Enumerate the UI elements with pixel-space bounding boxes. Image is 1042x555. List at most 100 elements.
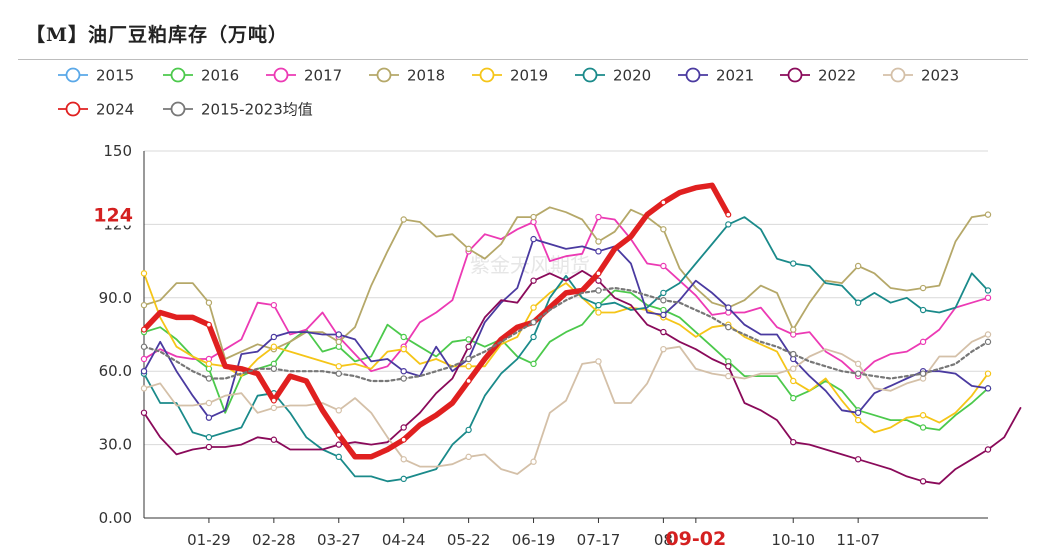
data-point [530,319,537,326]
series-line-2023 [143,333,989,475]
data-point [790,365,797,372]
data-point [270,404,278,412]
data-point [984,331,992,338]
data-point [141,326,148,333]
legend-swatch-marker [685,67,701,83]
legend-label: 2022 [818,67,856,85]
y-tick-label: 90.0 [99,289,132,307]
series-line-2017 [143,216,989,378]
series-lines [140,182,1022,485]
data-point [205,414,213,421]
data-point [790,326,797,333]
chart-title: 【M】油厂豆粕库存（万吨） [26,24,289,46]
highlight-value-bg [92,201,136,226]
highlight-value-label: 124 [93,205,133,227]
data-point [270,333,278,341]
data-point [984,211,992,218]
data-point [140,368,148,375]
y-tick-label: 0.00 [99,509,132,527]
legend-swatch-marker [65,67,81,83]
data-point [984,294,992,301]
data-point [725,372,732,380]
data-point [400,345,407,353]
legend-item-2015: 2015 [58,67,134,85]
data-point [335,331,342,338]
data-point [984,370,992,377]
data-point [270,436,278,443]
x-tick-label: 01-29 [187,531,231,549]
data-point [595,270,602,277]
legend-label: 2021 [716,67,754,85]
data-point [140,385,148,392]
data-point [530,360,537,368]
data-point [595,358,602,365]
data-point [270,343,278,350]
data-point [530,277,537,284]
data-point [595,309,602,316]
data-point [919,306,927,314]
axes: 0.0030.060.090.012015012401-2902-2803-27… [92,142,880,550]
legend-label: 2018 [407,67,445,85]
data-point [335,338,342,346]
data-point [919,412,927,419]
legend-item-2020: 2020 [575,67,651,85]
data-point [205,299,213,306]
data-point [400,456,407,463]
data-point [919,284,927,292]
series-line-2022 [143,269,1022,485]
y-tick-label: 60.0 [99,362,132,380]
data-point [465,363,472,370]
data-point [790,438,797,446]
data-point [400,333,407,341]
data-point [400,216,407,223]
x-tick-label: 08 [654,531,673,549]
data-point [595,238,602,245]
data-point [595,287,602,294]
data-point [790,260,797,267]
data-point [530,213,537,221]
x-tick-label: 03-27 [317,531,361,549]
legend-item-2018: 2018 [369,67,445,85]
x-tick-label: 04-24 [382,531,426,549]
data-point [660,311,667,319]
data-point [335,363,342,370]
legend-swatch-marker [170,101,186,117]
data-point [465,355,472,363]
data-point [465,343,472,350]
data-point [205,443,213,451]
legend-label: 2015-2023均值 [201,101,313,119]
legend-item-2016: 2016 [163,67,239,85]
x-tick-label: 09-02 [665,528,726,550]
data-point [660,345,667,353]
legend-item-2023: 2023 [883,67,959,85]
data-point [595,301,602,309]
legend-label: 2023 [921,67,959,85]
legend-label: 2017 [304,67,342,85]
data-point [854,262,862,270]
data-point [465,453,472,461]
data-point [595,213,602,221]
legend-item-2017: 2017 [266,67,342,85]
legend-item-2022: 2022 [780,67,856,85]
data-point [595,248,602,255]
legend-swatch-marker [890,67,906,83]
data-point [984,385,992,392]
data-point [400,375,407,382]
data-point [725,211,732,218]
data-point [335,431,342,438]
data-point [660,328,667,336]
x-tick-label: 02-28 [252,531,296,549]
data-point [270,397,277,404]
x-tick-label: 10-10 [771,531,815,549]
data-point [205,399,213,407]
data-point [465,426,472,434]
legend-swatch-marker [787,67,803,83]
series-line-2021 [143,238,989,419]
series-line-2018 [143,206,989,360]
data-point [660,199,667,206]
legend-swatch-marker [582,67,598,83]
data-point [335,407,342,414]
data-point [919,424,927,431]
legend-label: 2015 [96,67,134,85]
data-point [140,270,148,277]
